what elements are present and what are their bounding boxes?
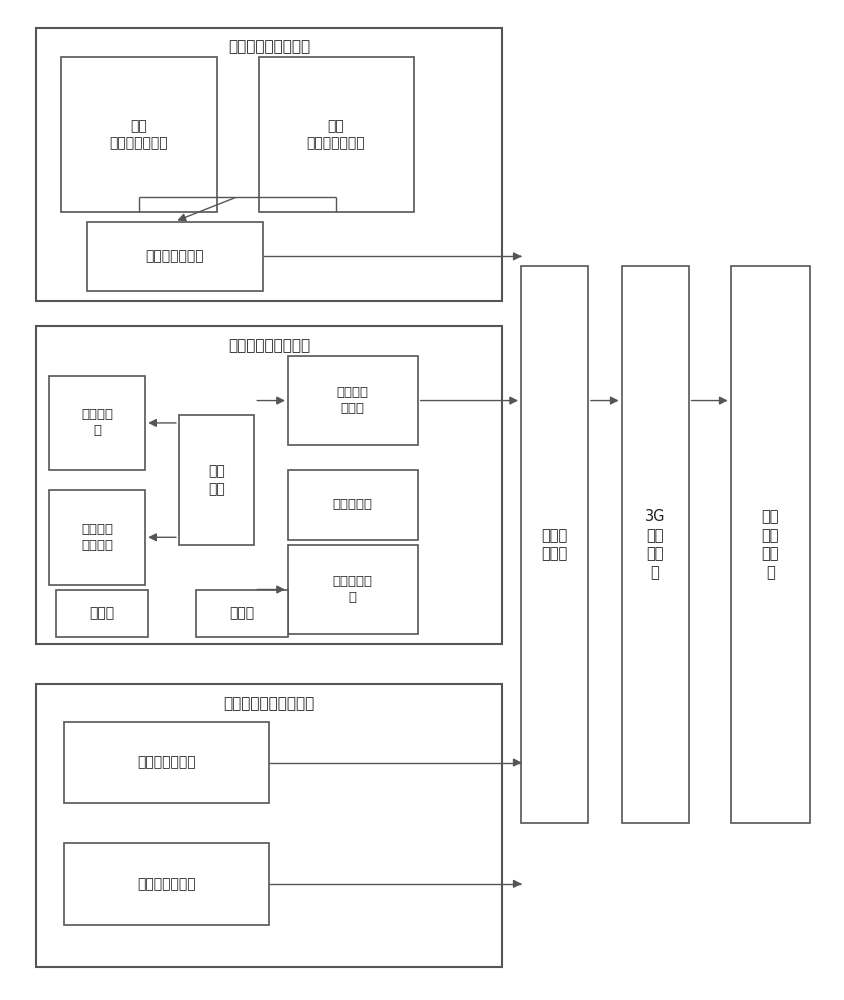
Bar [64, 843, 269, 925]
Bar [621, 266, 689, 823]
Text: 辐射传感器: 辐射传感器 [333, 498, 373, 511]
Bar [731, 266, 810, 823]
Text: 气象要素监测子系统: 气象要素监测子系统 [228, 338, 310, 353]
Text: 数据采
集设备: 数据采 集设备 [541, 528, 568, 562]
Text: 数据
监控
服务
器: 数据 监控 服务 器 [761, 509, 779, 580]
Bar [196, 589, 288, 637]
Text: 温湿度传感
器: 温湿度传感 器 [333, 575, 373, 604]
Text: 土壤温湿度监测子系统: 土壤温湿度监测子系统 [224, 696, 315, 711]
Bar [179, 415, 254, 545]
Text: 牧草长势监测子系统: 牧草长势监测子系统 [228, 40, 310, 55]
Text: 第二温湿
度传感器: 第二温湿 度传感器 [81, 523, 113, 552]
Bar [288, 545, 418, 634]
Bar [49, 376, 145, 470]
Text: 风速传感
器: 风速传感 器 [81, 408, 113, 437]
Text: 供电
设备: 供电 设备 [208, 464, 225, 496]
Bar [64, 722, 269, 803]
Text: 横向
高清网络摄像机: 横向 高清网络摄像机 [110, 119, 168, 150]
Bar [521, 266, 588, 823]
Bar [288, 470, 418, 540]
Text: 雨量计: 雨量计 [89, 606, 114, 620]
Bar [62, 57, 217, 212]
Bar [49, 490, 145, 585]
Text: 土壤温度传感器: 土壤温度传感器 [138, 756, 196, 770]
Bar [56, 589, 148, 637]
Bar [36, 684, 501, 967]
Bar [87, 222, 262, 291]
Text: 3G
无线
通信
塔: 3G 无线 通信 塔 [645, 509, 665, 580]
Bar [36, 326, 501, 644]
Text: 土壤湿度传感器: 土壤湿度传感器 [138, 877, 196, 891]
Bar [288, 356, 418, 445]
Bar [258, 57, 414, 212]
Text: 气压计: 气压计 [230, 606, 254, 620]
Text: 纵向
高清网络摄像机: 纵向 高清网络摄像机 [306, 119, 365, 150]
Bar [36, 28, 501, 301]
Text: 风速风向
传感器: 风速风向 传感器 [337, 386, 369, 415]
Text: 第一数据采集器: 第一数据采集器 [145, 249, 204, 263]
